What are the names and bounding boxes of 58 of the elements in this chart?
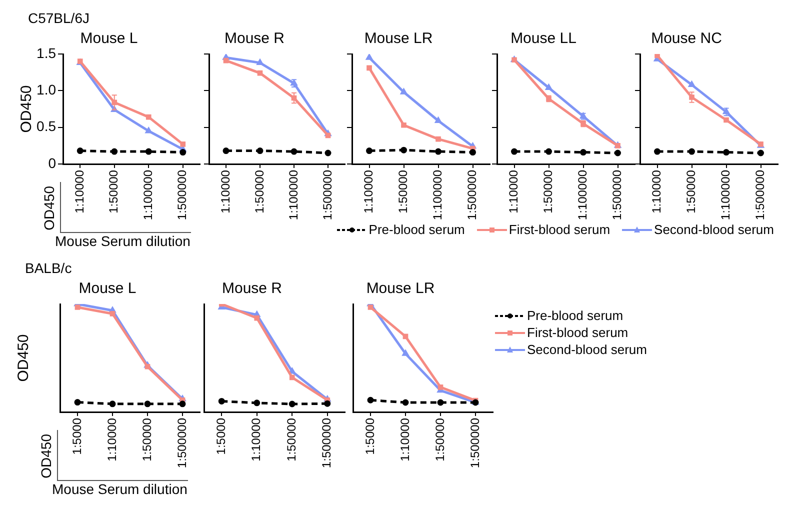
x-tick-label: 1:500000 xyxy=(174,418,189,468)
x-tick-label: 1:10000 xyxy=(72,170,86,214)
text: C57BL/6J xyxy=(28,10,90,26)
legend-label: Second-blood serum xyxy=(527,342,647,357)
x-tick-label: 1:500000 xyxy=(320,170,334,220)
x-tick-label: 1:100000 xyxy=(286,170,300,220)
chart-title: Mouse L xyxy=(78,280,136,298)
x-tick-label: 1:100000 xyxy=(718,170,733,220)
x-tick-label: 1:10000 xyxy=(650,170,664,214)
x-tick-label: 1:10000 xyxy=(362,170,376,214)
chart-title: Mouse LL xyxy=(510,30,576,48)
chart-title: Mouse LR xyxy=(366,280,435,298)
x-tick-label: 1:50000 xyxy=(432,418,447,462)
x-tick-label: 1:50000 xyxy=(106,170,121,214)
text: OD450 xyxy=(38,434,54,478)
text: Mouse Serum dilution xyxy=(52,481,188,497)
text: OD450 xyxy=(41,186,57,230)
legend-label: Pre-blood serum xyxy=(527,308,624,323)
y-axis-title: OD450 xyxy=(15,334,32,382)
x-tick-label: 1:500000 xyxy=(175,170,190,220)
chart-title: Mouse NC xyxy=(651,30,722,48)
chart-title: Mouse L xyxy=(80,30,138,48)
y-tick-label: 0 xyxy=(48,154,56,171)
x-tick-label: 1:10000 xyxy=(398,418,412,462)
x-tick-label: 1:50000 xyxy=(252,170,266,214)
x-tick-label: 1:5000 xyxy=(214,418,228,455)
x-tick-label: 1:50000 xyxy=(140,418,154,462)
x-tick-label: 1:500000 xyxy=(753,170,768,220)
x-tick-label: 1:100000 xyxy=(430,170,445,220)
x-tick-label: 1:500000 xyxy=(610,170,624,220)
y-tick-label: 1.0 xyxy=(36,82,56,98)
x-tick-label: 1:10000 xyxy=(249,418,264,462)
y-tick-label: 0.5 xyxy=(36,118,56,134)
x-tick-label: 1:5000 xyxy=(70,418,84,455)
x-tick-label: 1:5000 xyxy=(362,418,377,455)
text: Mouse Serum dilution xyxy=(55,233,190,249)
text: BALB/c xyxy=(25,260,72,276)
y-axis-title: OD450 xyxy=(18,85,36,133)
x-tick-label: 1:100000 xyxy=(576,170,590,220)
x-tick-label: 1:500000 xyxy=(468,418,482,468)
legend-label: First-blood serum xyxy=(527,325,628,340)
x-tick-label: 1:10000 xyxy=(104,418,119,462)
x-tick-label: 1:10000 xyxy=(506,170,521,214)
x-tick-label: 1:50000 xyxy=(541,170,556,214)
x-tick-label: 1:50000 xyxy=(396,170,410,214)
chart-title: Mouse LR xyxy=(364,30,433,48)
y-tick-label: 1.5 xyxy=(36,44,56,61)
x-tick-label: 1:50000 xyxy=(284,418,298,462)
x-tick-label: 1:50000 xyxy=(684,170,698,214)
x-tick-label: 1:10000 xyxy=(218,170,232,214)
x-tick-label: 1:500000 xyxy=(465,170,480,220)
legend-label: First-blood serum xyxy=(508,222,610,237)
legend-label: Pre-blood serum xyxy=(368,222,465,237)
chart-title: Mouse R xyxy=(222,280,282,298)
x-tick-label: 1:100000 xyxy=(140,170,155,220)
x-tick-label: 1:500000 xyxy=(320,418,334,468)
legend-label: Second-blood serum xyxy=(654,222,774,237)
chart-title: Mouse R xyxy=(224,30,285,48)
